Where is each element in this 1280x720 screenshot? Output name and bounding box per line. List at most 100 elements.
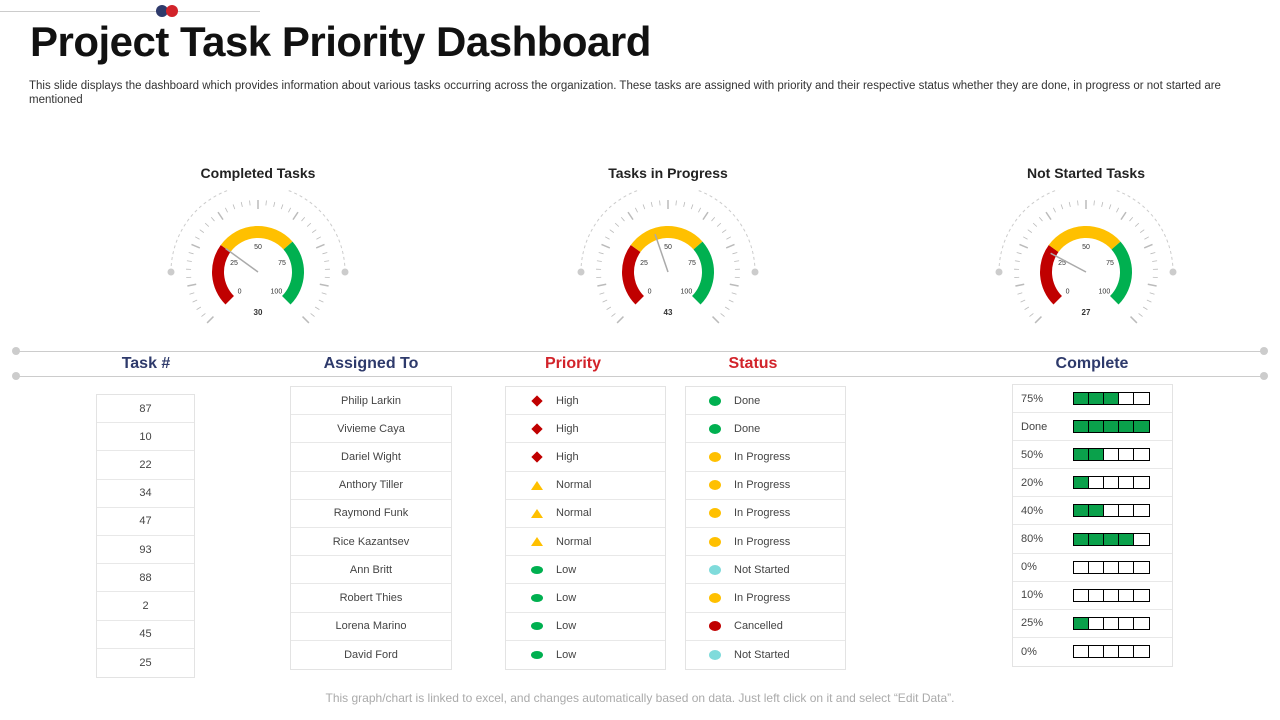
top-rule: [0, 11, 260, 12]
progress-box: [1134, 421, 1149, 433]
priority-label: Normal: [556, 507, 592, 520]
ring-dot: [995, 268, 1003, 276]
progress-box: [1104, 477, 1119, 489]
dot: [709, 423, 721, 434]
task-cell: 2: [97, 592, 194, 621]
gauge-red-band: [622, 244, 644, 305]
gauge-red-band: [212, 244, 234, 305]
tick-mark: [711, 216, 716, 222]
priority-cell: Low: [506, 613, 665, 641]
line-dot: [1260, 347, 1268, 355]
tick-mark: [1029, 313, 1034, 317]
ellipse-icon: [530, 622, 544, 631]
tick-mark: [1116, 207, 1120, 213]
gauge-tick-label: 100: [1099, 288, 1111, 295]
progress-box: [1134, 393, 1149, 404]
ellipse-icon: [530, 565, 544, 574]
tick-mark: [1139, 229, 1145, 233]
assigned-cell: Vivieme Caya: [291, 415, 451, 444]
tick-mark: [249, 200, 251, 206]
dot: [709, 508, 721, 519]
progress-bar: [1073, 645, 1150, 659]
dot: [709, 395, 721, 406]
tick-mark: [232, 204, 236, 210]
tick-mark: [1142, 306, 1148, 310]
status-label: Not Started: [734, 648, 790, 661]
complete-label: 75%: [1021, 392, 1044, 405]
tick-mark: [726, 236, 732, 240]
priority-label: High: [556, 394, 579, 407]
progress-box: [1119, 477, 1134, 489]
complete-cell: Done: [1013, 413, 1172, 442]
progress-box: [1134, 534, 1149, 545]
status-label: Done: [734, 394, 761, 407]
progress-box: [1089, 477, 1104, 489]
status-label: In Progress: [734, 507, 791, 520]
progress-bar: [1073, 616, 1150, 630]
tick-mark: [204, 222, 210, 227]
dot: [709, 621, 721, 632]
progress-box: [1104, 421, 1119, 433]
gauge-value: 43: [664, 308, 673, 317]
gauge-tick-label: 25: [640, 260, 648, 267]
gauge-yellow-band: [1048, 226, 1121, 253]
tick-mark: [186, 260, 192, 262]
progress-box: [1104, 533, 1119, 545]
task-cell: 93: [97, 536, 194, 565]
gauge-tick-label: 50: [664, 244, 672, 251]
tick-mark: [702, 211, 709, 221]
status-cell: In Progress: [686, 500, 845, 528]
marker-shape: [531, 508, 543, 518]
status-dot-icon: [708, 592, 722, 603]
line-dot: [12, 372, 20, 380]
tick-mark: [206, 316, 214, 324]
tick-mark: [302, 316, 310, 324]
task-cell: 45: [97, 621, 194, 649]
tick-mark: [265, 200, 267, 206]
tick-mark: [732, 252, 738, 255]
ring-dot: [577, 268, 585, 276]
tick-mark: [199, 229, 205, 233]
priority-label: Normal: [556, 479, 592, 492]
complete-label: 40%: [1021, 504, 1044, 517]
gauge-red-band: [1040, 244, 1062, 305]
marker-shape: [531, 593, 543, 602]
tick-mark: [690, 204, 694, 210]
gauge-tick-label: 75: [688, 260, 696, 267]
footer-note: This graph/chart is linked to excel, and…: [325, 691, 955, 705]
progress-box: [1119, 421, 1134, 433]
tick-mark: [601, 243, 611, 249]
assigned-cell: Raymond Funk: [291, 500, 451, 528]
tick-mark: [316, 236, 322, 240]
progress-bar: [1073, 476, 1150, 490]
tick-mark: [321, 292, 327, 295]
gauge-needle: [654, 233, 669, 273]
status-cell: Cancelled: [686, 613, 845, 641]
complete-cell: 80%: [1013, 525, 1172, 554]
line-dot: [1260, 372, 1268, 380]
tick-mark: [650, 201, 653, 207]
progress-box: [1104, 505, 1119, 517]
gauge-green-band: [692, 241, 714, 305]
gauge-tick-label: 0: [648, 288, 652, 295]
assigned-column: Philip Larkin Vivieme Caya Dariel Wight Ant…: [290, 386, 452, 670]
progress-bar: [1073, 532, 1150, 546]
priority-label: Low: [556, 648, 577, 661]
marker-shape: [531, 650, 543, 659]
progress-box: [1074, 646, 1089, 658]
marker-shape: [531, 565, 543, 574]
complete-label: Done: [1021, 420, 1048, 433]
progress-box: [1089, 505, 1104, 517]
tick-mark: [698, 207, 702, 213]
tick-mark: [273, 201, 276, 207]
priority-cell: High: [506, 415, 665, 444]
tick-mark: [187, 283, 197, 287]
tick-mark: [720, 313, 725, 317]
dot: [709, 536, 721, 547]
progress-box: [1119, 617, 1134, 629]
tick-mark: [1020, 299, 1026, 303]
progress-box: [1089, 533, 1104, 545]
header-priority: Priority: [544, 355, 601, 372]
tick-mark: [192, 299, 198, 303]
header-status: Status: [728, 355, 778, 372]
